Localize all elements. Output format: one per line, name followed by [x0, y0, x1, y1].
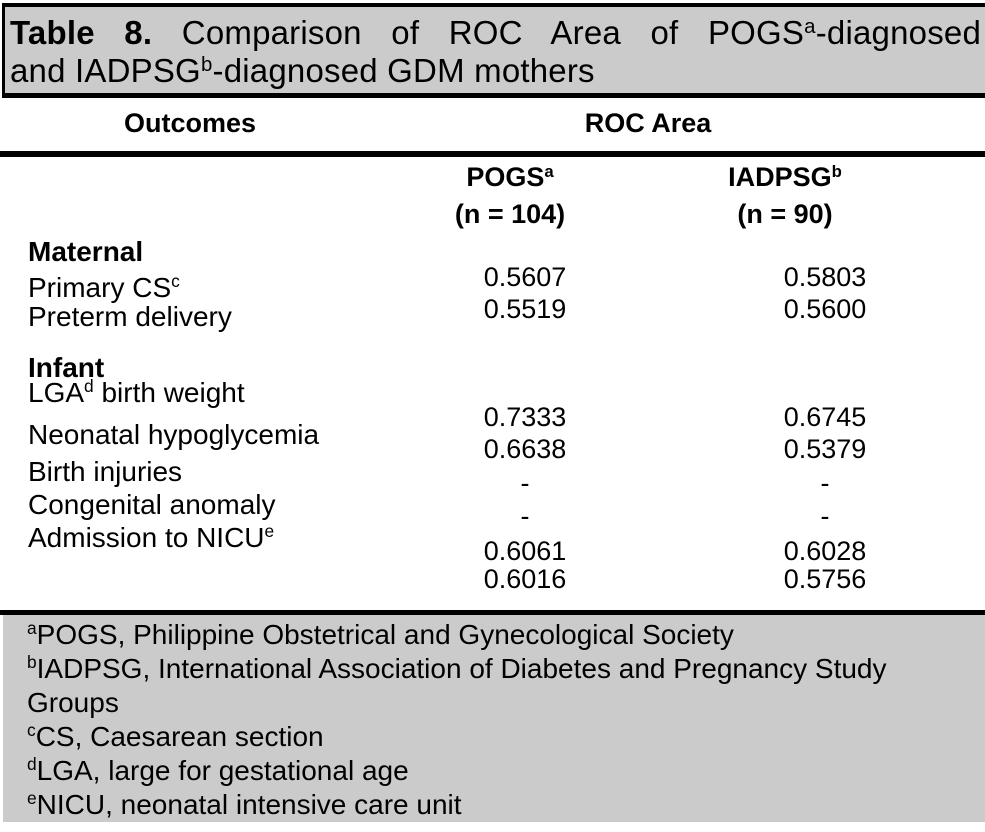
superscript-b: b — [200, 52, 213, 76]
superscript-e: e — [264, 521, 275, 542]
roc-value-iadpsg: 0.6028 — [783, 536, 867, 566]
footnote-cs: cCS, Caesarean section — [27, 720, 324, 752]
table-title-text2: and IADPSG — [10, 52, 201, 89]
outcome-label-birth-injuries: Birth injuries — [28, 456, 183, 487]
roc-value-iadpsg: 0.5600 — [783, 294, 867, 324]
table-title-text1: Comparison of ROC Area of POGS — [152, 14, 805, 51]
superscript-a: a — [544, 161, 554, 181]
roc-value-pogs: 0.6638 — [483, 434, 567, 464]
footnote-lga: dLGA, large for gestational age — [27, 754, 409, 786]
superscript-b: b — [831, 161, 842, 181]
roc-value-iadpsg: 0.5803 — [783, 262, 867, 292]
outcome-label-neonatal-hypoglycemia: Neonatal hypoglycemia — [28, 419, 320, 450]
roc-value-pogs: 0.6061 — [483, 536, 567, 566]
roc-value-iadpsg: - — [820, 468, 830, 498]
table-title-line1: Table 8. Comparison of ROC Area of POGSa… — [10, 14, 981, 52]
table-bottom-rule — [0, 610, 985, 615]
roc-value-pogs: 0.6016 — [483, 564, 567, 594]
superscript-c: c — [27, 720, 36, 741]
outcome-label-primary-cs: Primary CSc — [28, 271, 180, 303]
column-n-pogs: (n = 104) — [454, 199, 566, 229]
superscript-d: d — [27, 754, 37, 775]
roc-value-pogs: 0.7333 — [483, 402, 567, 432]
column-n-iadpsg: (n = 90) — [737, 199, 833, 229]
roc-value-pogs: 0.5519 — [483, 294, 567, 324]
footnote-iadpsg: bIADPSG, International Association of Di… — [27, 652, 887, 718]
footnote-nicu: eNICU, neonatal intensive care unit — [27, 788, 462, 820]
superscript-c: c — [171, 271, 180, 292]
table-title-line2: and IADPSGb-diagnosed GDM mothers — [10, 52, 981, 90]
roc-value-pogs: - — [520, 501, 530, 531]
superscript-b: b — [27, 652, 37, 673]
section-label-maternal: Maternal — [28, 236, 144, 267]
footnotes-block: aPOGS, Philippine Obstetrical and Gyneco… — [3, 615, 985, 822]
table-title-text2-suffix: -diagnosed GDM mothers — [212, 52, 595, 89]
roc-value-iadpsg: 0.5756 — [783, 564, 867, 594]
table-title: Table 8. Comparison of ROC Area of POGSa… — [2, 3, 985, 98]
table-number-label: Table 8. — [10, 14, 153, 51]
outcome-label-lga-birth-weight: LGAd birth weight — [28, 376, 245, 408]
column-header-outcomes: Outcomes — [123, 108, 257, 138]
outcome-label-congenital-anomaly: Congenital anomaly — [28, 489, 276, 520]
roc-value-pogs: - — [520, 468, 530, 498]
column-header-roc-area: ROC Area — [584, 108, 712, 138]
roc-value-iadpsg: - — [820, 501, 830, 531]
roc-value-iadpsg: 0.5379 — [783, 434, 867, 464]
superscript-a: a — [27, 618, 37, 639]
outcome-label-admission-nicu: Admission to NICUe — [28, 521, 275, 553]
superscript-d: d — [84, 376, 94, 397]
header-rule — [0, 151, 985, 157]
section-label-infant: Infant — [28, 352, 105, 383]
superscript-a: a — [804, 14, 816, 38]
column-header-iadpsg: IADPSGb — [728, 161, 842, 192]
roc-value-iadpsg: 0.6745 — [783, 402, 867, 432]
column-header-pogs: POGSa — [466, 161, 554, 192]
roc-value-pogs: 0.5607 — [483, 262, 567, 292]
footnote-pogs: aPOGS, Philippine Obstetrical and Gyneco… — [27, 618, 734, 650]
table-title-text1-suffix: -diagnosed — [815, 14, 981, 51]
outcome-label-preterm-delivery: Preterm delivery — [28, 301, 232, 332]
superscript-e: e — [27, 788, 37, 809]
